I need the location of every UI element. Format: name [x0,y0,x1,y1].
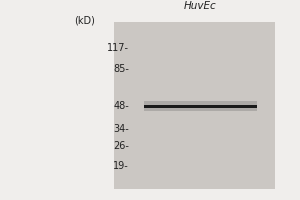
Text: 85-: 85- [113,64,129,74]
Text: (kD): (kD) [74,16,95,26]
Text: 34-: 34- [113,124,129,134]
Text: 26-: 26- [113,141,129,151]
Text: 48-: 48- [113,101,129,111]
Bar [144,105,257,108]
Text: HuvEc: HuvEc [184,1,217,11]
Text: 117-: 117- [107,43,129,53]
Text: 19-: 19- [113,161,129,171]
Bar [144,101,257,111]
Bar [114,22,275,189]
